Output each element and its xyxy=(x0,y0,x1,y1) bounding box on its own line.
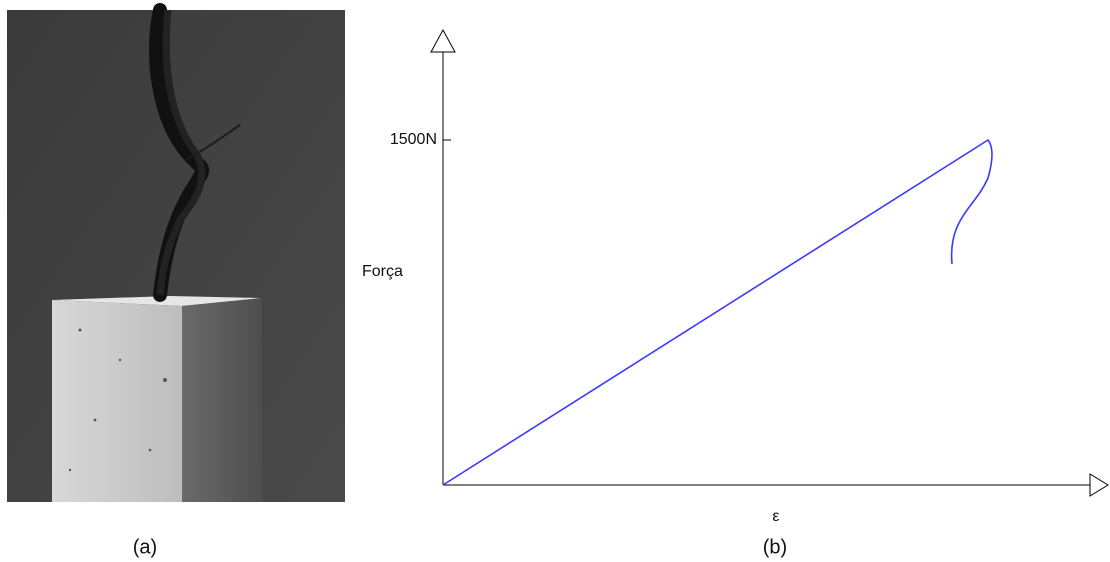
x-axis-label: ε xyxy=(772,508,779,525)
y-tick-label: 1500N xyxy=(390,131,437,148)
photo xyxy=(7,10,345,502)
caption-b: (b) xyxy=(763,536,787,558)
figure: (a) 1500N Força ε (b) xyxy=(0,0,1110,562)
x-axis-arrow xyxy=(1090,474,1108,496)
y-axis-label: Força xyxy=(362,263,403,280)
curve xyxy=(443,140,992,485)
y-axis-arrow xyxy=(431,30,455,52)
chart: 1500N Força ε xyxy=(362,30,1108,525)
caption-a: (a) xyxy=(133,536,157,558)
